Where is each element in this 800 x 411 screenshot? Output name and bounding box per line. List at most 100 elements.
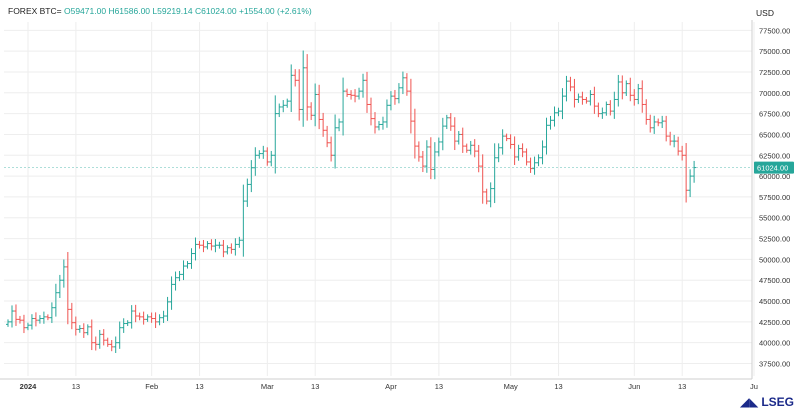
- ohlc-bar: [117, 321, 122, 349]
- ohlc-bar: [528, 157, 533, 173]
- ohlc-bar: [149, 312, 154, 323]
- ohlc-bar: [604, 101, 609, 116]
- ohlc-bar: [357, 87, 362, 100]
- ohlc-bar: [253, 147, 258, 176]
- ohlc-bar: [412, 108, 417, 159]
- ohlc-bar: [81, 323, 86, 338]
- ohlc-bar: [281, 100, 286, 113]
- y-tick-label: 45000.00: [759, 297, 790, 306]
- ohlc-bar: [448, 113, 453, 131]
- ohlc-bar: [157, 314, 162, 326]
- ohlc-bar: [369, 97, 373, 126]
- ohlc-bar: [321, 112, 326, 137]
- ohlc-bar: [313, 83, 318, 127]
- ohlc-bar: [233, 238, 238, 256]
- ohlc-bar: [576, 93, 581, 103]
- y-tick-label: 52500.00: [759, 235, 790, 244]
- ohlc-bar: [500, 129, 505, 155]
- ohlc-bar: [361, 73, 366, 98]
- ohlc-bar: [6, 319, 10, 327]
- ohlc-bar: [241, 184, 246, 257]
- ohlc-bar: [648, 114, 653, 133]
- ohlc-bar: [13, 304, 18, 326]
- symbol-label: FOREX BTC=: [8, 6, 62, 16]
- ohlc-bar: [265, 147, 270, 166]
- ohlc-bar: [9, 305, 14, 328]
- ohlc-bar: [584, 96, 589, 104]
- ohlc-bar: [153, 312, 158, 329]
- ohlc-bar: [468, 140, 473, 155]
- ohlc-bar: [636, 83, 641, 105]
- ohlc-bar: [173, 271, 178, 291]
- ohlc-bar: [372, 112, 377, 134]
- ohlc-bar: [480, 154, 485, 204]
- ohlc-bar: [624, 80, 629, 97]
- ohlc-bar: [516, 144, 521, 161]
- ohlc-bar: [225, 245, 230, 255]
- ohlc-bar: [376, 121, 381, 131]
- y-tick-label: 65000.00: [759, 130, 790, 139]
- ohlc-bar: [349, 90, 354, 100]
- ohlc-legend: FOREX BTC= O59471.00 H61586.00 L59219.14…: [8, 6, 312, 16]
- ohlc-bar: [440, 117, 445, 151]
- ohlc-bar: [273, 95, 278, 174]
- close-value: C61024.00: [194, 6, 237, 16]
- ohlc-bar: [177, 270, 182, 282]
- x-tick-label: Mar: [261, 382, 274, 391]
- ohlc-bar: [488, 182, 493, 208]
- ohlc-bar: [688, 169, 693, 198]
- ohlc-bar: [69, 302, 74, 330]
- ohlc-bar: [456, 131, 461, 145]
- ohlc-bar: [508, 134, 513, 149]
- ohlc-bar: [496, 143, 501, 163]
- ohlc-bar: [53, 283, 58, 317]
- ohlc-bar: [684, 143, 689, 203]
- ohlc-bar: [45, 314, 50, 321]
- ohlc-bar: [237, 236, 242, 248]
- ohlc-bar: [57, 274, 62, 298]
- change-value: +1554.00 (+2.61%): [238, 6, 312, 16]
- ohlc-bar: [424, 140, 429, 173]
- ohlc-bar: [37, 315, 42, 324]
- last-price-label: 61024.00: [757, 164, 788, 173]
- y-tick-label: 77500.00: [759, 26, 790, 35]
- ohlc-bar: [416, 141, 421, 162]
- ohlc-bar: [404, 73, 409, 96]
- currency-label: USD: [756, 8, 774, 18]
- ohlc-bar: [484, 188, 489, 205]
- ohlc-bar: [640, 80, 645, 113]
- x-tick-label: Ju: [750, 382, 758, 391]
- ohlc-bar: [257, 150, 262, 159]
- ohlc-bar: [432, 142, 437, 180]
- x-tick-label: 13: [195, 382, 203, 391]
- ohlc-bar: [592, 86, 597, 114]
- ohlc-bar: [229, 243, 234, 254]
- ohlc-bar: [672, 134, 677, 148]
- ohlc-bar: [452, 117, 457, 151]
- ohlc-bar: [560, 88, 565, 120]
- x-tick-label: 13: [311, 382, 319, 391]
- ohlc-bar: [365, 71, 370, 113]
- ohlc-bar: [33, 312, 38, 327]
- ohlc-bar: [165, 296, 170, 321]
- y-tick-label: 50000.00: [759, 255, 790, 264]
- ohlc-bar: [552, 106, 557, 127]
- ohlc-bar: [333, 114, 338, 169]
- ohlc-bar: [392, 89, 397, 105]
- y-tick-label: 37500.00: [759, 360, 790, 369]
- y-tick-label: 47500.00: [759, 276, 790, 285]
- ohlc-bar: [588, 90, 593, 106]
- ohlc-bar: [293, 69, 298, 87]
- ohlc-bar: [277, 103, 282, 118]
- ohlc-bar: [337, 118, 342, 132]
- ohlc-bar: [133, 304, 138, 323]
- ohlc-bar: [193, 237, 198, 261]
- ohlc-bar: [289, 64, 294, 112]
- ohlc-bar: [201, 239, 206, 253]
- y-tick-label: 62500.00: [759, 151, 790, 160]
- ohlc-bar: [25, 322, 30, 331]
- ohlc-bar: [353, 89, 358, 103]
- ohlc-bar: [532, 156, 537, 175]
- ohlc-bar: [345, 88, 350, 97]
